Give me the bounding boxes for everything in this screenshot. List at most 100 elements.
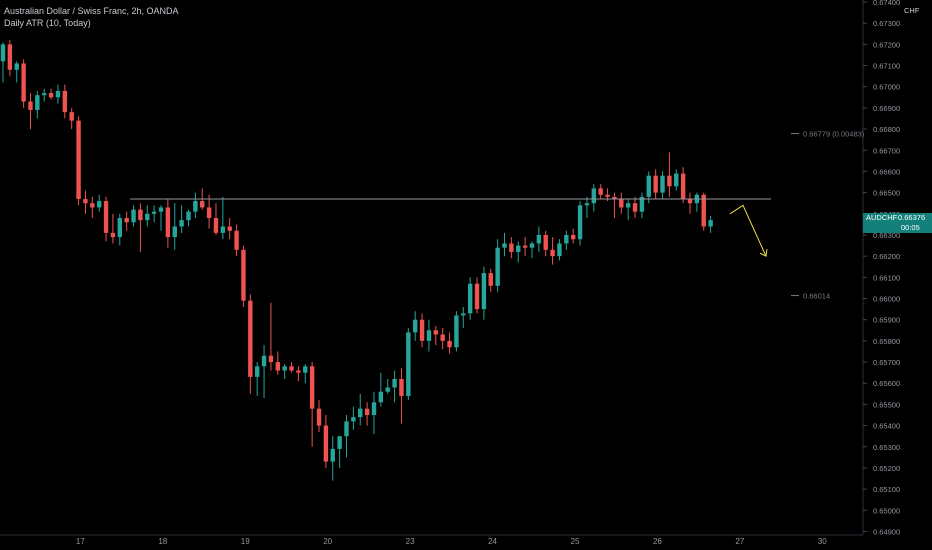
candle-body [261,355,267,367]
candle [165,198,171,248]
candle-body [172,226,177,238]
candle-body [145,213,150,221]
currency-unit-label: CHF [904,6,920,15]
chart-title: Australian Dollar / Swiss Franc, 2h, OAN… [4,6,179,16]
candle [158,205,164,231]
candle [667,152,672,197]
price-tick-label: 0.66600 [873,167,900,176]
time-tick-label: 25 [571,537,580,546]
candle-body [653,175,658,193]
time-tick-label: 23 [406,537,415,546]
candle [42,88,47,102]
candle-body [42,93,47,96]
projection-arrow[interactable] [729,204,768,257]
price-tick-label: 0.66200 [873,252,900,261]
candle [268,302,274,371]
candle-body [28,101,33,111]
time-tick-label: 17 [76,537,85,546]
candle-body [598,188,603,195]
price-tick-label: 0.67000 [873,83,900,92]
candle-body [124,218,129,223]
candle-body [667,175,672,187]
time-tick-label: 18 [158,537,167,546]
candle-body [399,379,404,396]
candle [392,370,397,403]
price-tick-label: 0.65100 [873,485,900,494]
candle [103,196,109,242]
candle [577,201,583,246]
candle-body [69,112,74,121]
candle-body [364,408,370,416]
candle [474,277,480,314]
price-tick-label: 0.65600 [873,379,900,388]
price-tick-label: 0.66000 [873,295,900,304]
candle [440,328,445,350]
time-tick-label: 30 [818,537,827,546]
candle [502,232,507,257]
price-tick-label: 0.66100 [873,273,900,282]
candle [543,230,548,257]
candle-body [83,198,88,204]
indicator-label[interactable]: Daily ATR (10, Today) [4,18,91,28]
candle-body [296,370,301,373]
candle [351,406,356,430]
candle-body [268,355,274,363]
candle-body [426,330,432,341]
candle-body [330,448,335,462]
candle-body [90,203,95,208]
candle [550,237,555,265]
candle [289,362,294,373]
candle-body [241,249,246,301]
last-price-tag: AUDCHF0.66376 00:05 [863,213,932,234]
candle-body [316,408,322,426]
candle [330,436,335,481]
atr-lower-label: 0.66014 [803,292,830,301]
candle [206,194,212,229]
candle-body [543,234,548,250]
candle [303,364,308,384]
candle [612,192,617,219]
candle [529,241,535,259]
candle-body [337,436,342,449]
candle [495,239,500,293]
candle-body [467,283,473,314]
price-tick-label: 0.65800 [873,337,900,346]
candle [509,237,514,259]
candle-body [206,207,212,219]
candle [76,116,81,206]
candle [35,90,40,119]
candle-body [385,387,390,392]
candle-body [536,234,542,244]
candle [481,266,487,320]
candle-body [358,408,363,418]
candle [261,345,267,399]
candle [687,192,693,214]
candle [454,311,459,352]
price-tick-label: 0.67100 [873,62,900,71]
candle-body [131,209,136,223]
candle [406,328,411,401]
candle-body [639,196,645,212]
symbol-label: AUDCHF [866,213,898,223]
candle-body [275,362,280,371]
candle [124,211,129,231]
candle [0,42,6,83]
candle [186,209,191,227]
candle [358,393,363,426]
price-tick-label: 0.65900 [873,316,900,325]
candle [275,351,280,375]
candle [193,192,198,219]
candle-body [96,201,102,208]
candle [117,213,122,246]
candle [48,88,54,100]
candle [282,364,287,380]
time-tick-label: 24 [488,537,497,546]
candle-body [179,220,184,227]
candle-body [461,313,466,316]
candle-body [62,90,68,113]
candle-body [234,230,239,250]
candle [309,362,315,447]
candle [110,213,116,244]
